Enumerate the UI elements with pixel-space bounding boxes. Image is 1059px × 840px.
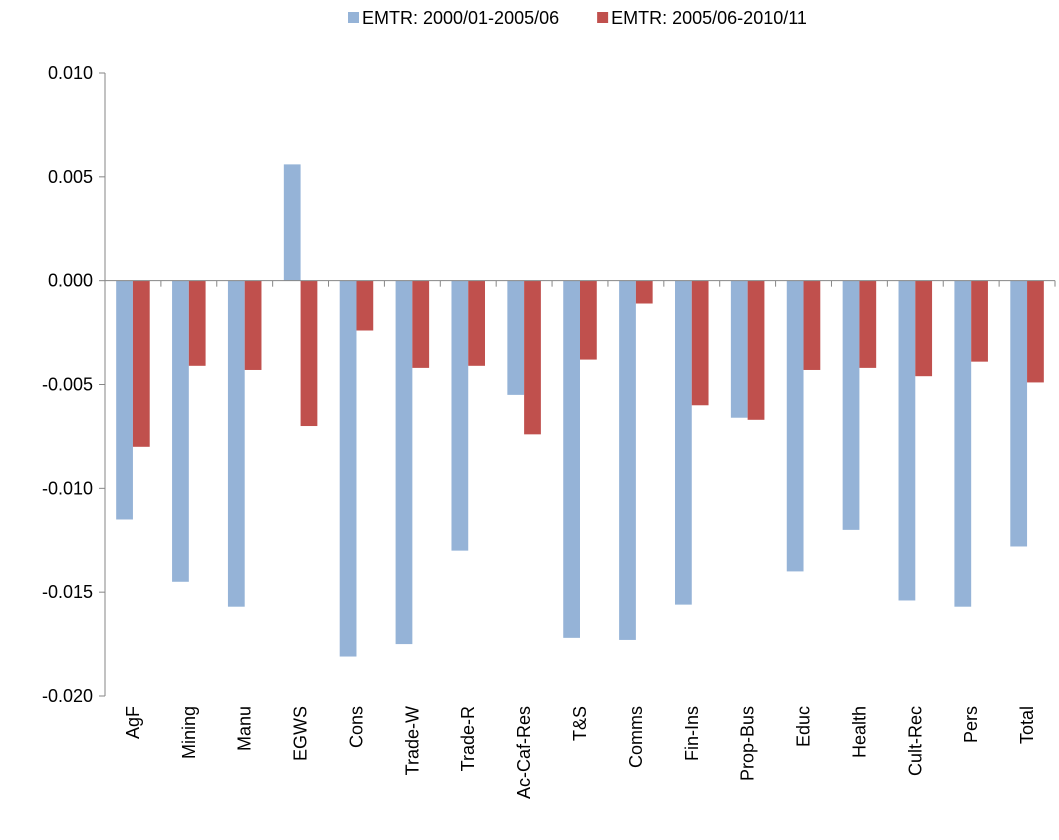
- x-tick-label: Prop-Bus: [738, 706, 758, 781]
- bar: [730, 280, 748, 418]
- legend-swatch: [597, 12, 609, 23]
- bar: [451, 280, 469, 551]
- bar: [524, 280, 541, 435]
- x-tick-label: Fin-Ins: [682, 706, 702, 761]
- x-tick-label: Manu: [235, 706, 255, 751]
- bar: [563, 280, 580, 638]
- bar: [227, 280, 245, 607]
- bar: [971, 280, 988, 362]
- x-tick-label: Educ: [794, 706, 814, 747]
- y-tick-label: -0.015: [42, 582, 93, 602]
- bar: [339, 280, 357, 657]
- bar: [915, 280, 933, 377]
- x-tick-label: Total: [1017, 706, 1037, 744]
- bar: [356, 280, 374, 331]
- x-tick-label: AgF: [123, 706, 143, 739]
- x-tick-label: Cult-Rec: [905, 706, 925, 776]
- bar: [244, 280, 262, 370]
- bar: [1027, 280, 1044, 383]
- legend-swatch: [348, 12, 359, 23]
- x-tick-label: Ac-Caf-Res: [514, 706, 534, 799]
- y-tick-label: 0.000: [48, 271, 93, 291]
- bar: [747, 280, 765, 420]
- x-tick-label: Trade-W: [402, 706, 422, 775]
- x-tick-label: Cons: [346, 706, 366, 748]
- bar: [803, 280, 821, 370]
- bar: [691, 280, 709, 406]
- legend-label: EMTR: 2005/06-2010/11: [611, 8, 807, 28]
- bar: [283, 164, 301, 281]
- bar: [412, 280, 430, 368]
- bar: [635, 280, 653, 304]
- bar: [172, 280, 189, 582]
- x-tick-label: T&S: [570, 706, 590, 741]
- x-tick-label: Pers: [961, 706, 981, 743]
- bar: [898, 280, 916, 601]
- x-tick-label: Trade-R: [458, 706, 478, 771]
- bar: [580, 280, 597, 360]
- bar: [619, 280, 636, 640]
- y-tick-label: 0.005: [48, 167, 93, 187]
- x-tick-label: Mining: [179, 706, 199, 759]
- x-tick-label: Comms: [626, 706, 646, 768]
- y-tick-label: 0.010: [48, 63, 93, 83]
- y-tick-label: -0.010: [42, 478, 93, 498]
- bar: [859, 280, 877, 368]
- bar: [116, 280, 133, 520]
- bar: [842, 280, 860, 530]
- bar: [188, 280, 206, 366]
- bar: [675, 280, 692, 605]
- x-tick-label: EGWS: [291, 706, 311, 761]
- bar: [300, 280, 318, 427]
- legend-label: EMTR: 2000/01-2005/06: [362, 8, 559, 28]
- bar: [468, 280, 485, 366]
- bar: [395, 280, 413, 645]
- bar: [132, 280, 150, 447]
- bar: [507, 280, 525, 395]
- y-tick-label: -0.020: [42, 686, 93, 706]
- y-tick-label: -0.005: [42, 375, 93, 395]
- x-tick-label: Health: [849, 706, 869, 758]
- bar: [1010, 280, 1028, 547]
- bar: [954, 280, 972, 607]
- bar: [786, 280, 804, 572]
